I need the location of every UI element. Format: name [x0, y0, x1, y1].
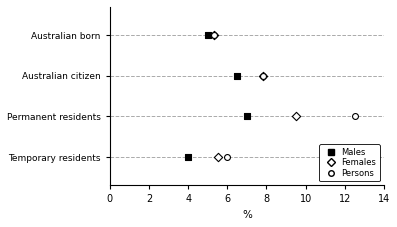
- Point: [293, 115, 299, 118]
- Point: [224, 155, 231, 159]
- Point: [351, 115, 358, 118]
- Point: [214, 155, 221, 159]
- Point: [204, 34, 211, 37]
- Legend: Males, Females, Persons: Males, Females, Persons: [319, 144, 380, 181]
- Point: [210, 34, 217, 37]
- Point: [259, 74, 266, 78]
- Point: [234, 74, 240, 78]
- Point: [185, 155, 191, 159]
- Point: [244, 115, 250, 118]
- X-axis label: %: %: [242, 210, 252, 220]
- Point: [259, 74, 266, 78]
- Point: [210, 34, 217, 37]
